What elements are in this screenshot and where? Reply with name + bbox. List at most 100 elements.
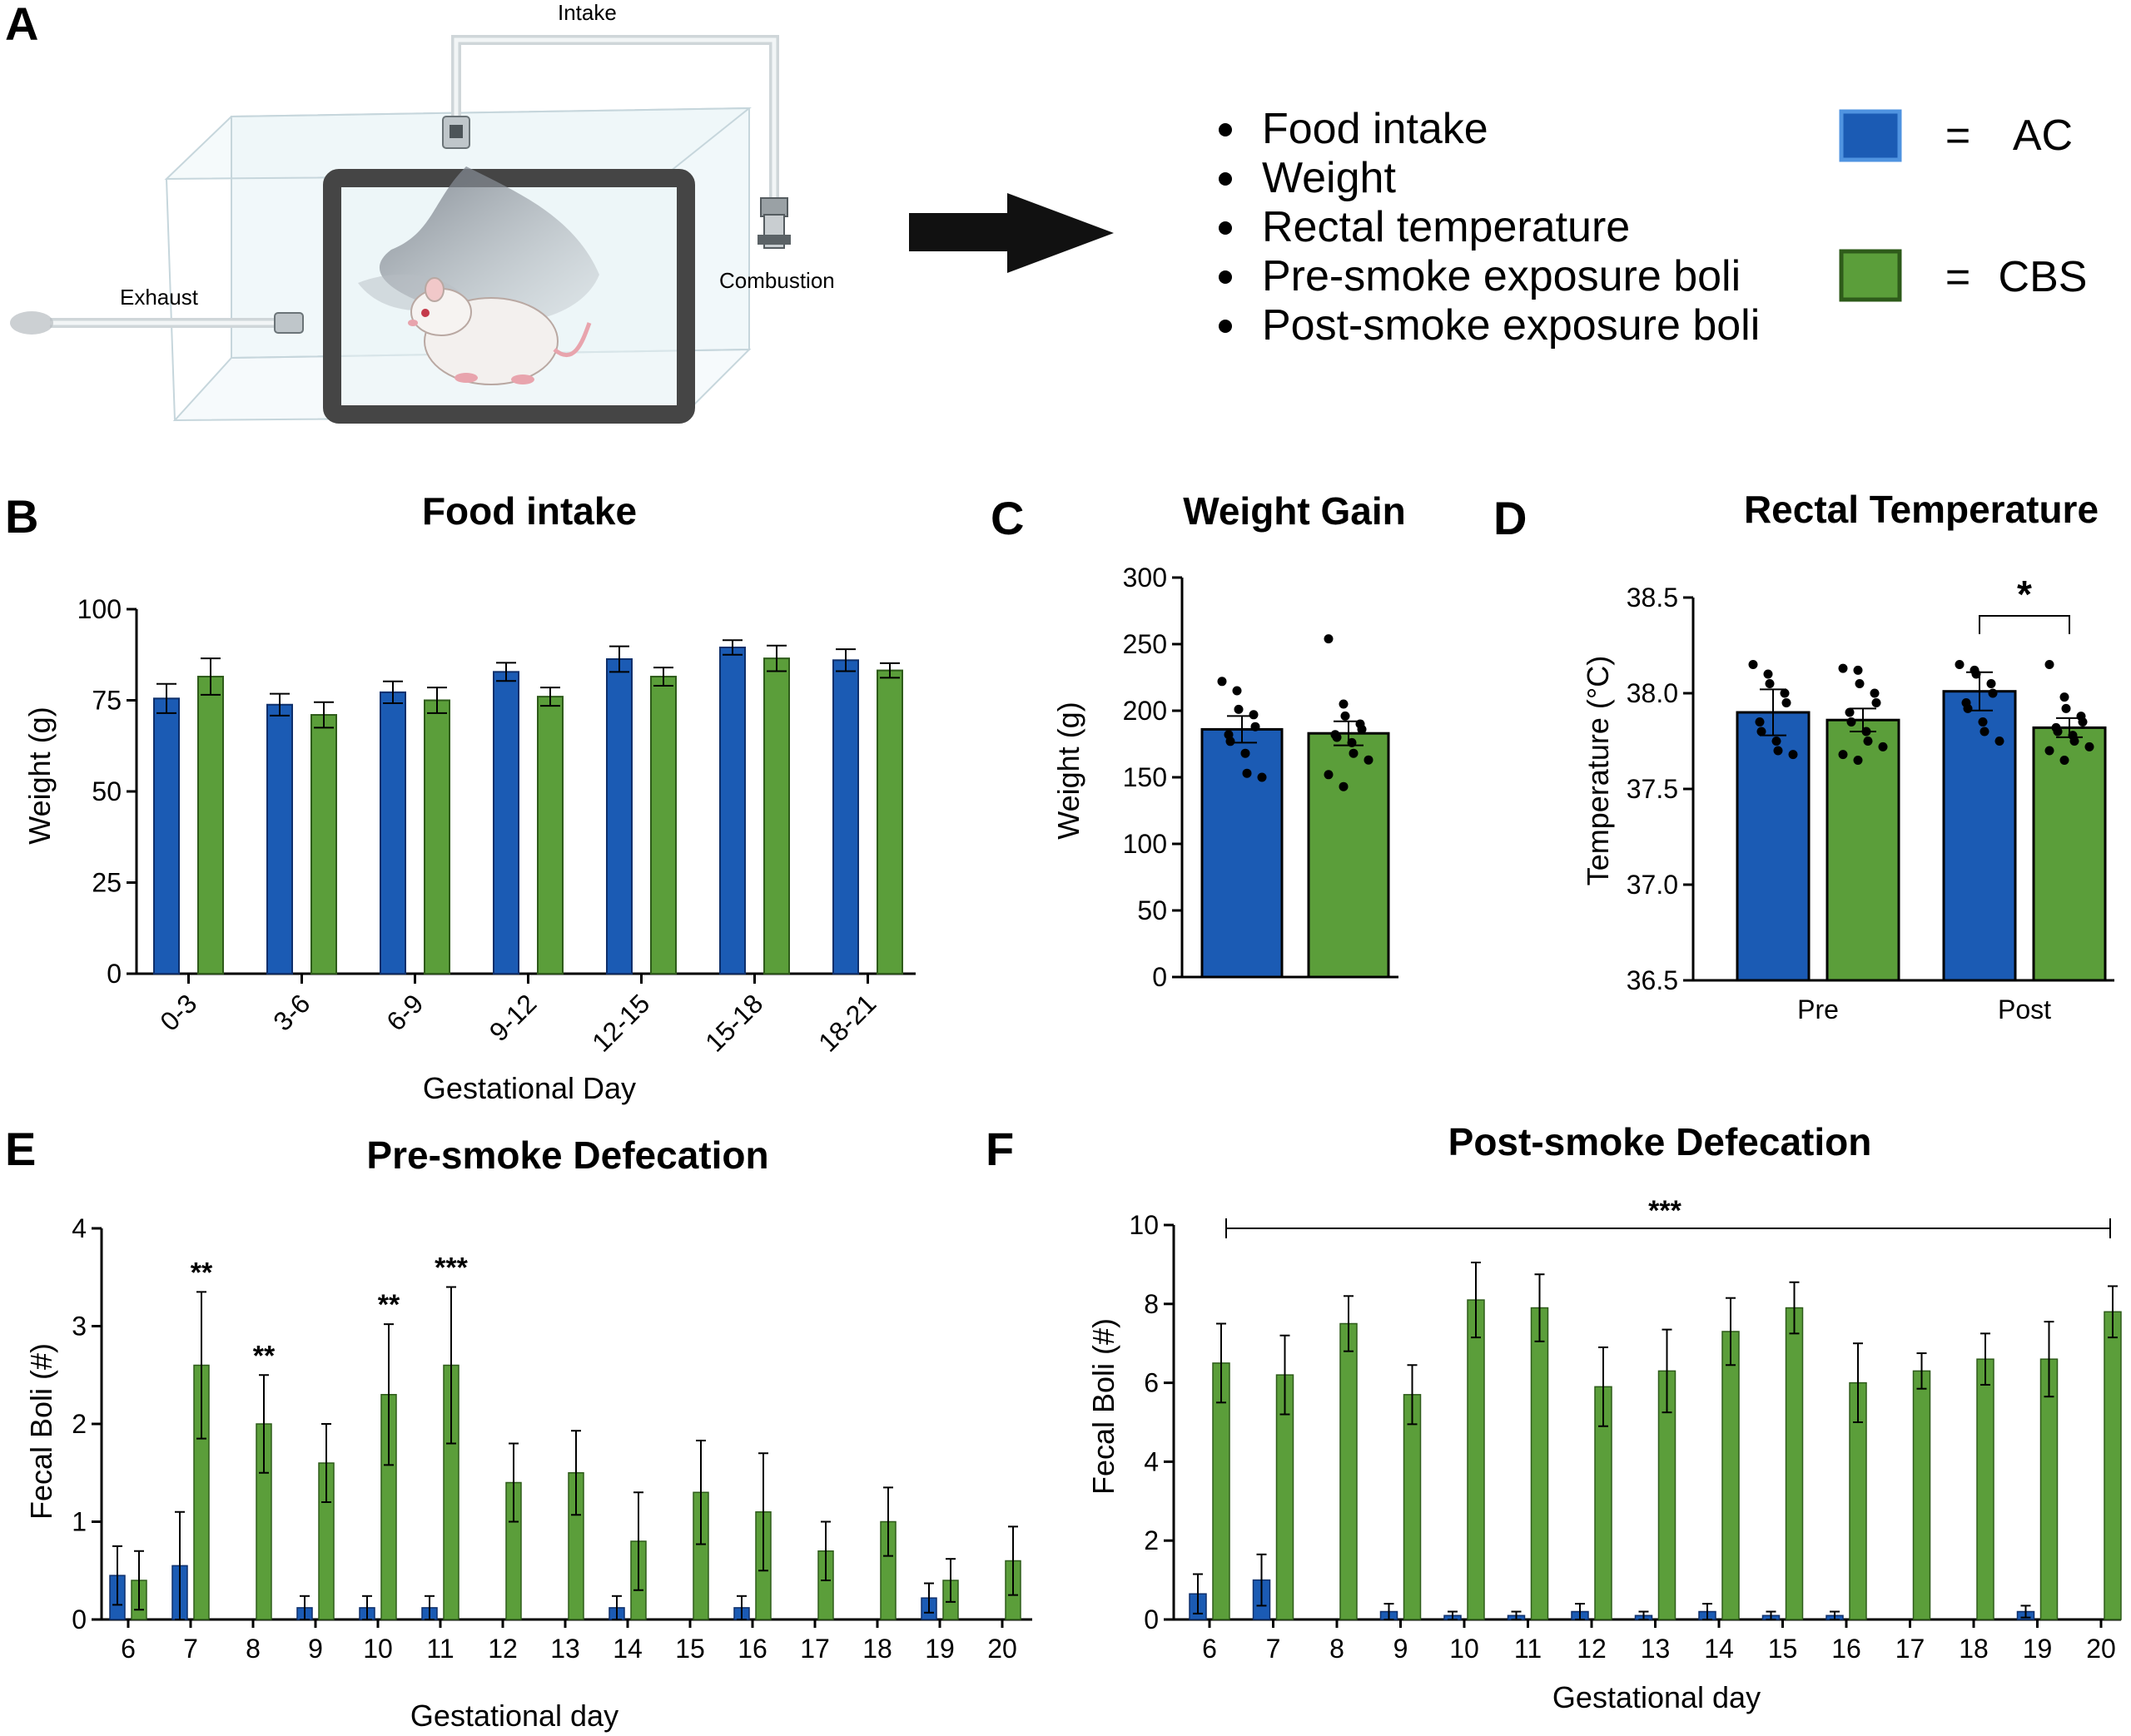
y-tick-label: 100: [1123, 829, 1167, 859]
bar-ac: [153, 697, 180, 975]
x-tick-label: 20: [987, 1634, 1017, 1664]
y-tick-label: 2: [1144, 1525, 1159, 1555]
chart-f-ylabel: Fecal Boli (#): [1086, 1318, 1120, 1495]
data-point: [1878, 742, 1888, 751]
x-tick-label: 9-12: [484, 988, 543, 1047]
data-point: [1853, 756, 1863, 765]
y-tick-label: 4: [72, 1213, 87, 1243]
data-point: [2044, 660, 2054, 669]
legend-swatch-cbs: [1839, 249, 1902, 302]
x-tick-label: 12-15: [586, 988, 655, 1057]
bar-cbs: [424, 699, 450, 975]
x-tick-label: 9: [308, 1634, 323, 1664]
data-point: [2044, 746, 2054, 756]
x-tick-label: 15: [1768, 1634, 1798, 1664]
x-tick-label: 16: [738, 1634, 767, 1664]
x-tick-label: 8: [246, 1634, 261, 1664]
bar-ac: [1736, 711, 1811, 982]
data-point: [1339, 781, 1349, 791]
x-tick-label: 3-6: [267, 988, 315, 1036]
x-tick-label: 18: [862, 1634, 892, 1664]
panel-letter-d: D: [1493, 492, 1527, 544]
legend-eq: =: [1945, 112, 1970, 160]
bar-ac: [606, 658, 633, 975]
y-tick-label: 50: [92, 776, 122, 806]
x-tick-label: 15: [675, 1634, 705, 1664]
smoke-chamber-diagram: [10, 35, 791, 424]
x-tick-label: 19: [925, 1634, 955, 1664]
y-tick-label: 200: [1123, 696, 1167, 726]
data-point: [2059, 756, 2069, 765]
data-point: [1780, 688, 1790, 698]
data-point: [1748, 660, 1758, 669]
y-tick-label: 0: [107, 959, 122, 989]
bar-ac: [380, 691, 406, 975]
x-tick-label: 17: [800, 1634, 830, 1664]
data-point: [1963, 703, 1973, 713]
bar-cbs: [877, 669, 903, 975]
y-tick-label: 75: [92, 686, 122, 716]
chart-f-plot: 0 2 4 6 8 10 6 7 8 9 10 11 12 13 14 15 16 17 18 19 20 ***: [1129, 1195, 2122, 1664]
data-point: [1763, 669, 1773, 679]
x-tick-label: 14: [613, 1634, 643, 1664]
y-tick-label: 37.5: [1627, 774, 1678, 804]
y-tick-label: 36.5: [1627, 965, 1678, 995]
bar-cbs: [763, 657, 790, 975]
chart-b-xlabel: Gestational Day: [423, 1071, 636, 1105]
x-tick-label: 11: [1514, 1634, 1542, 1664]
data-point: [1755, 717, 1765, 727]
legend-swatch-ac: [1839, 109, 1902, 162]
x-tick-label: 18: [1959, 1634, 1989, 1664]
x-tick-label: 20: [2086, 1634, 2116, 1664]
y-tick-label: 250: [1123, 629, 1167, 659]
x-tick-label: 17: [1895, 1634, 1925, 1664]
y-tick-label: 38.5: [1627, 583, 1678, 613]
chart-b-plot: 0 25 50 75 100 0-3 3-6 6-9 9-12 12-15 15-18 18-21: [77, 594, 916, 1058]
bar-cbs: [1403, 1394, 1422, 1620]
bar-cbs: [1339, 1322, 1358, 1620]
data-point: [1986, 679, 1996, 688]
chart-e-title: Pre-smoke Defecation: [366, 1133, 768, 1177]
y-tick-label: 1: [72, 1507, 87, 1537]
legend-label-cbs: CBS: [1999, 253, 2088, 301]
x-tick-label: 0-3: [154, 988, 202, 1036]
data-point: [1838, 750, 1848, 760]
x-tick-label: 19: [2023, 1634, 2053, 1664]
data-point: [1349, 748, 1359, 758]
measure-item: Food intake: [1262, 105, 1488, 153]
data-point: [1242, 768, 1252, 778]
data-point: [1971, 669, 1981, 679]
chart-b-ylabel: Weight (g): [22, 707, 57, 844]
x-tick-label: Post: [1998, 994, 2051, 1024]
bar-cbs: [537, 696, 564, 975]
legend-label-ac: AC: [2013, 112, 2073, 160]
x-tick-label: 6-9: [380, 988, 429, 1036]
data-point: [1994, 737, 2004, 746]
y-tick-label: 300: [1123, 563, 1167, 593]
legend-eq: =: [1945, 253, 1970, 301]
data-point: [1249, 710, 1259, 720]
bar-cbs: [1530, 1307, 1549, 1620]
data-point: [1340, 711, 1350, 721]
bar-cbs: [310, 714, 337, 975]
y-tick-label: 3: [72, 1312, 87, 1342]
exhaust-label: Exhaust: [120, 285, 199, 310]
data-point: [1855, 679, 1865, 688]
significance-marker: **: [191, 1257, 213, 1288]
data-point: [1771, 737, 1781, 746]
data-point: [1240, 748, 1250, 758]
bar-cbs: [1467, 1299, 1485, 1620]
data-point: [1347, 737, 1357, 747]
significance-marker: ***: [1648, 1195, 1681, 1227]
panel-letter-b: B: [5, 490, 38, 543]
y-tick-label: 37.0: [1627, 870, 1678, 900]
bar-ac: [719, 646, 746, 975]
combustion-label: Combustion: [719, 268, 835, 293]
bar-cbs: [1307, 732, 1390, 979]
x-tick-label: 12: [488, 1634, 518, 1664]
measures-list: Food intake Weight Rectal temperature Pr…: [1219, 105, 1760, 350]
data-point: [1217, 677, 1227, 687]
y-tick-label: 2: [72, 1409, 87, 1439]
data-point: [1845, 707, 1855, 717]
